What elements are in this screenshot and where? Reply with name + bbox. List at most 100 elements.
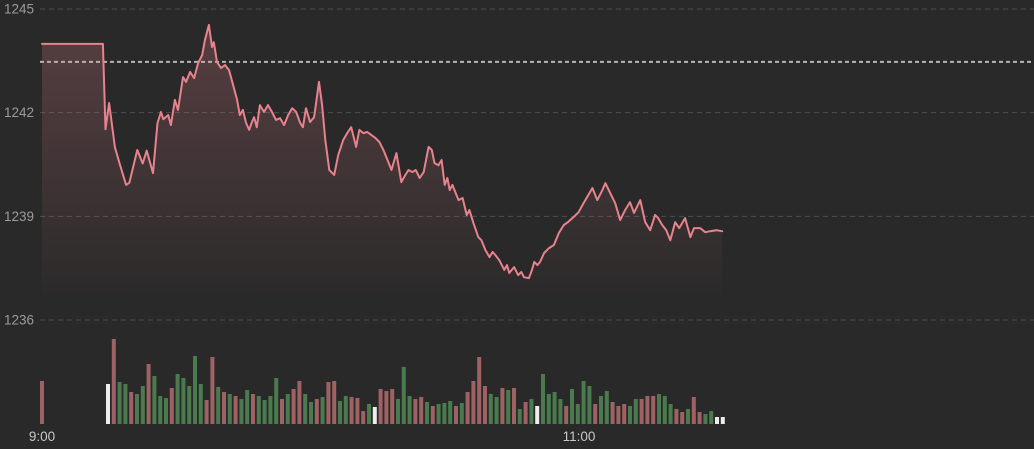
- volume-bar: [372, 407, 377, 424]
- volume-bar: [610, 402, 615, 424]
- volume-bar: [680, 412, 685, 424]
- volume-bar: [407, 396, 412, 424]
- volume-bar: [691, 397, 696, 424]
- volume-bar: [587, 386, 592, 424]
- volume-bar: [430, 406, 435, 424]
- volume-bar: [552, 392, 557, 424]
- volume-bar: [674, 409, 679, 424]
- y-tick-label: 1236: [4, 313, 34, 328]
- volume-bar: [401, 367, 406, 424]
- volume-bar: [459, 403, 464, 424]
- volume-bar: [349, 397, 354, 424]
- price-area: [42, 24, 723, 296]
- volume-bar: [651, 396, 656, 424]
- volume-bar: [715, 417, 719, 424]
- volume-bar: [146, 364, 151, 424]
- y-tick-label: 1245: [4, 2, 34, 17]
- price-line: [41, 23, 724, 280]
- volume-bar: [40, 381, 44, 424]
- y-tick-label: 1239: [4, 209, 34, 224]
- volume-bar: [697, 412, 702, 424]
- volume-bar: [454, 406, 458, 424]
- volume-bar: [523, 402, 528, 424]
- volume-bar: [332, 381, 337, 424]
- volume-bar: [117, 382, 122, 424]
- volume-bar: [575, 404, 580, 424]
- volume-bar: [541, 374, 545, 424]
- volume-bar: [517, 409, 522, 424]
- volume-bar: [210, 357, 215, 424]
- volume-bar: [413, 399, 418, 424]
- volume-bar: [245, 390, 250, 424]
- volume-bar: [599, 396, 603, 424]
- volume-bar: [355, 398, 360, 424]
- volume-pane: [40, 339, 725, 424]
- volume-bar: [442, 403, 447, 424]
- volume-bar: [512, 388, 516, 424]
- volume-bar: [465, 392, 470, 424]
- volume-bar: [645, 396, 650, 424]
- volume-bar: [494, 397, 499, 424]
- volume-bar: [233, 396, 238, 424]
- volume-bar: [477, 357, 482, 424]
- volume-bar: [164, 398, 168, 424]
- volume-bar: [187, 386, 192, 424]
- volume-bar: [488, 394, 493, 424]
- volume-bar: [268, 396, 273, 424]
- volume-bar: [123, 384, 128, 424]
- volume-bar: [425, 402, 429, 424]
- volume-bar: [378, 389, 383, 424]
- volume-bar: [181, 378, 186, 424]
- volume-bar: [135, 394, 139, 424]
- volume-bar: [535, 406, 540, 424]
- volume-bar: [720, 417, 725, 424]
- volume-bar: [262, 400, 267, 424]
- x-tick-label: 11:00: [563, 429, 596, 444]
- volume-bar: [657, 394, 661, 424]
- volume-bar: [256, 396, 261, 424]
- volume-bar: [419, 397, 424, 424]
- volume-bar: [581, 381, 586, 424]
- volume-bar: [152, 376, 157, 424]
- volume-bar: [546, 394, 551, 424]
- volume-bar: [280, 399, 284, 424]
- volume-bar: [703, 414, 708, 424]
- volume-bar: [436, 404, 441, 424]
- volume-bar: [686, 409, 690, 424]
- volume-bar: [483, 386, 487, 424]
- volume-bar: [309, 402, 313, 424]
- volume-bar: [662, 396, 667, 424]
- volume-bar: [633, 399, 638, 424]
- volume-bar: [303, 394, 308, 424]
- volume-bar: [285, 394, 290, 424]
- volume-bar: [390, 389, 395, 424]
- volume-bar: [343, 396, 348, 424]
- volume-bar: [570, 389, 574, 424]
- volume-bar: [198, 384, 203, 424]
- volume-bar: [471, 381, 476, 424]
- y-tick-label: 1242: [4, 105, 34, 120]
- volume-bar: [320, 397, 325, 424]
- volume-bar: [506, 390, 511, 424]
- volume-bar: [251, 394, 255, 424]
- volume-bar: [564, 406, 569, 424]
- volume-bar: [361, 411, 366, 424]
- volume-bar: [616, 406, 621, 424]
- volume-bar: [338, 401, 342, 424]
- volume-bar: [314, 399, 319, 424]
- volume-bar: [106, 384, 110, 424]
- volume-bar: [709, 411, 714, 424]
- volume-bar: [326, 382, 331, 424]
- volume-bar: [291, 389, 296, 424]
- volume-bar: [239, 399, 244, 424]
- volume-bar: [204, 400, 209, 424]
- volume-bar: [604, 391, 609, 424]
- volume-bar: [384, 391, 389, 424]
- volume-bar: [216, 387, 221, 424]
- volume-bar: [396, 399, 400, 424]
- volume-bar: [500, 388, 505, 424]
- volume-bar: [668, 404, 673, 424]
- volume-bar: [558, 399, 563, 424]
